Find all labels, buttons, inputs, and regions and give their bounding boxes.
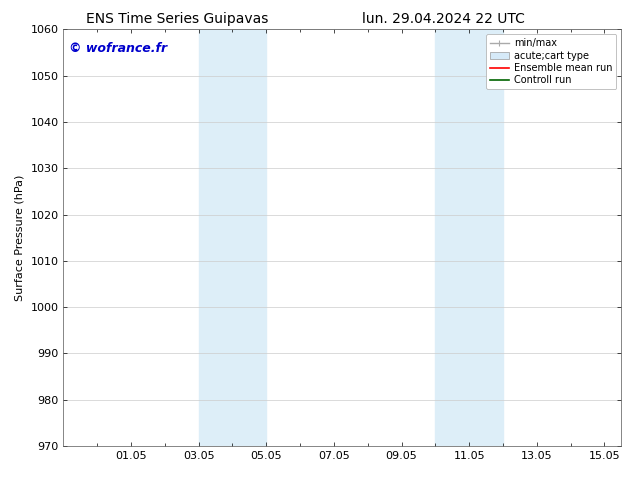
Bar: [436, 29, 503, 446]
Text: ENS Time Series Guipavas: ENS Time Series Guipavas: [86, 12, 269, 26]
Text: lun. 29.04.2024 22 UTC: lun. 29.04.2024 22 UTC: [363, 12, 525, 26]
Bar: [198, 29, 266, 446]
Y-axis label: Surface Pressure (hPa): Surface Pressure (hPa): [15, 174, 25, 301]
Text: © wofrance.fr: © wofrance.fr: [69, 42, 167, 55]
Legend: min/max, acute;cart type, Ensemble mean run, Controll run: min/max, acute;cart type, Ensemble mean …: [486, 34, 616, 89]
